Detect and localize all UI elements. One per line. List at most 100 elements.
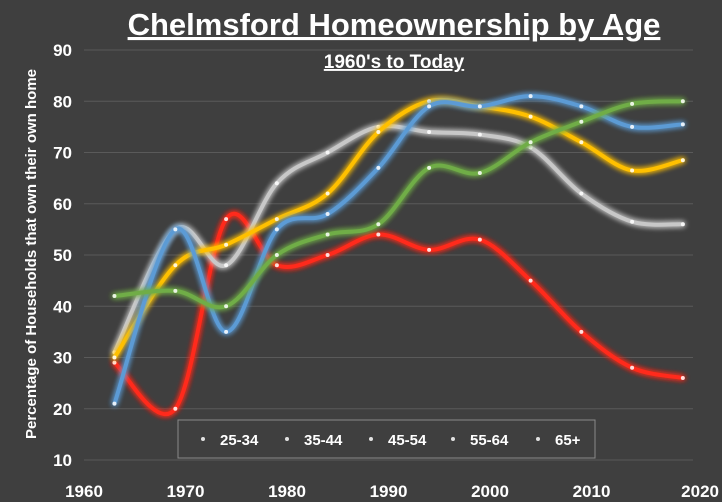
- data-point: [274, 217, 279, 222]
- data-point: [630, 365, 635, 370]
- data-point: [579, 191, 584, 196]
- data-point: [224, 263, 229, 268]
- data-point: [224, 304, 229, 309]
- data-point: [274, 227, 279, 232]
- data-point: [579, 104, 584, 109]
- data-point: [477, 132, 482, 137]
- legend-item: 35-44: [274, 432, 343, 449]
- x-tick-label: 1980: [268, 482, 306, 501]
- data-point: [680, 99, 685, 104]
- legend-marker: [285, 437, 289, 441]
- data-point: [528, 94, 533, 99]
- legend-label: 35-44: [304, 432, 343, 449]
- data-point: [325, 212, 330, 216]
- data-point: [680, 222, 685, 227]
- series-35-44: [112, 124, 685, 355]
- data-point: [173, 227, 178, 232]
- data-point: [528, 114, 533, 119]
- series-55-64: [112, 94, 685, 406]
- x-axis-ticks: 1960 1970 1980 1990 2000 2010 2020: [65, 482, 719, 501]
- x-tick-label: 2000: [471, 482, 509, 501]
- data-point: [680, 376, 685, 380]
- data-point: [579, 119, 584, 124]
- legend: 25-34 35-44 45-54 55-64 65+: [177, 419, 596, 459]
- legend-item: 25-34: [190, 432, 259, 449]
- y-tick-label: 30: [53, 349, 72, 368]
- data-point: [274, 253, 279, 257]
- y-tick-label: 90: [53, 41, 72, 60]
- legend-label: 45-54: [388, 432, 427, 449]
- data-point: [579, 140, 584, 145]
- data-point: [325, 150, 330, 155]
- data-point: [528, 140, 533, 145]
- data-point: [680, 158, 685, 163]
- legend-marker: [201, 437, 205, 441]
- legend-marker: [536, 437, 540, 441]
- chart-subtitle: 1960's to Today: [324, 52, 465, 73]
- series-lines: [112, 94, 685, 417]
- y-tick-label: 20: [53, 400, 72, 419]
- x-tick-label: 2020: [681, 482, 719, 501]
- data-point: [630, 219, 635, 224]
- data-point: [680, 122, 685, 127]
- data-point: [224, 217, 229, 222]
- data-point: [477, 237, 482, 242]
- y-tick-label: 70: [53, 144, 72, 163]
- data-point: [376, 222, 381, 227]
- y-tick-label: 10: [53, 451, 72, 470]
- data-point: [376, 124, 381, 129]
- data-point: [224, 329, 229, 334]
- data-point: [173, 406, 178, 411]
- legend-marker: [369, 437, 373, 441]
- y-tick-label: 80: [53, 92, 72, 111]
- x-tick-label: 1960: [65, 482, 103, 501]
- data-point: [427, 165, 432, 170]
- data-point: [376, 130, 381, 134]
- data-point: [274, 263, 279, 268]
- data-point: [427, 104, 432, 109]
- y-axis-ticks: 10 20 30 40 50 60 70 80 90: [53, 41, 72, 470]
- series-25-34: [112, 211, 685, 417]
- legend-item: 45-54: [358, 432, 427, 449]
- data-point: [376, 165, 381, 170]
- legend-label: 65+: [555, 432, 581, 449]
- legend-marker: [451, 437, 455, 441]
- data-point: [630, 168, 635, 173]
- x-tick-label: 1990: [370, 482, 408, 501]
- x-tick-label: 2010: [573, 482, 611, 501]
- data-point: [325, 253, 330, 257]
- gridlines: [84, 49, 693, 461]
- data-point: [112, 355, 117, 360]
- legend-label: 55-64: [470, 432, 509, 449]
- legend-item: 55-64: [440, 432, 509, 449]
- legend-label: 25-34: [220, 432, 259, 449]
- y-tick-label: 50: [53, 246, 72, 265]
- x-tick-label: 1970: [167, 482, 205, 501]
- data-point: [579, 329, 584, 334]
- data-point: [528, 145, 533, 150]
- data-point: [325, 191, 330, 196]
- data-point: [427, 99, 432, 104]
- y-axis-label: Percentage of Households that own their …: [23, 69, 40, 439]
- data-point: [112, 360, 117, 365]
- data-point: [224, 242, 229, 247]
- data-point: [325, 232, 330, 237]
- series-line: [112, 99, 685, 310]
- y-tick-label: 40: [53, 297, 72, 316]
- data-point: [274, 181, 279, 186]
- data-point: [477, 171, 482, 175]
- data-point: [427, 247, 432, 252]
- series-65+: [112, 99, 685, 310]
- data-point: [630, 124, 635, 129]
- data-point: [528, 278, 533, 283]
- data-point: [427, 130, 432, 134]
- chart-title: Chelmsford Homeownership by Age: [128, 7, 661, 42]
- data-point: [173, 263, 178, 268]
- y-tick-label: 60: [53, 195, 72, 214]
- legend-item: 65+: [525, 432, 581, 449]
- data-point: [630, 101, 635, 106]
- data-point: [477, 104, 482, 109]
- data-point: [376, 232, 381, 237]
